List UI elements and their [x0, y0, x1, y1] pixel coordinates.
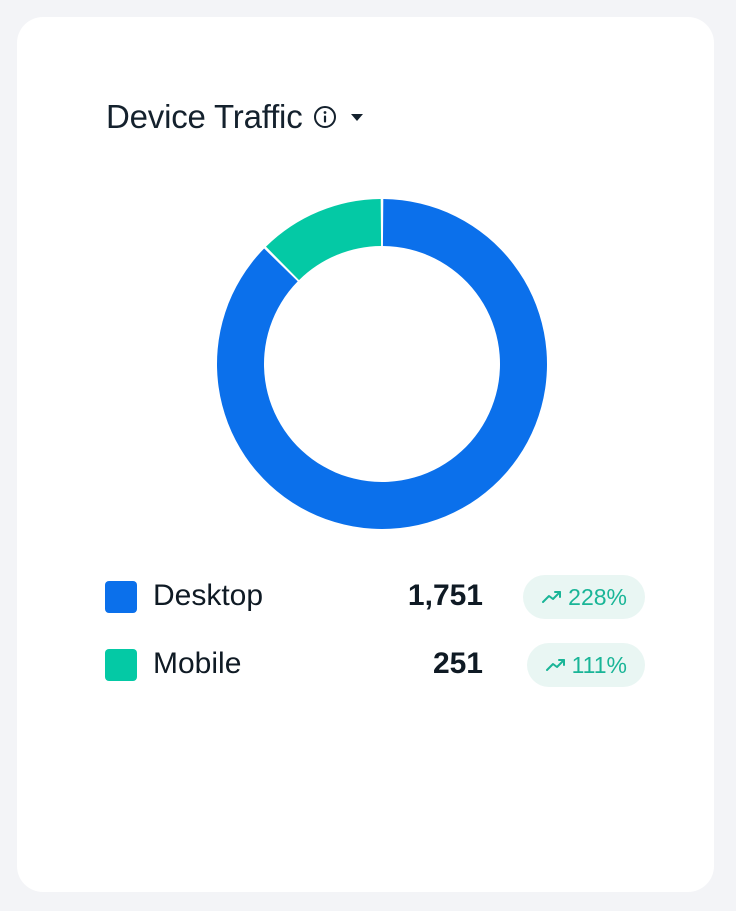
- donut-chart: [197, 179, 567, 549]
- legend-value: 251: [432, 647, 483, 680]
- card-header: Device Traffic: [106, 97, 365, 137]
- info-circle-icon[interactable]: [313, 105, 337, 129]
- legend-label: Mobile: [153, 647, 242, 680]
- card-title: Device Traffic: [106, 98, 303, 135]
- caret-down-icon[interactable]: [349, 109, 365, 125]
- legend: Desktop 1,751 228% Mobile 251: [105, 573, 645, 709]
- legend-row-desktop: Desktop 1,751 228%: [105, 573, 645, 619]
- trending-up-icon: [545, 657, 567, 673]
- change-percent: 228%: [568, 583, 627, 610]
- change-badge: 111%: [526, 643, 645, 687]
- change-percent: 111%: [571, 651, 627, 678]
- donut-slice-mobile[interactable]: [265, 199, 382, 281]
- legend-label: Desktop: [153, 579, 264, 612]
- donut-slice-desktop[interactable]: [217, 199, 547, 529]
- legend-swatch-mobile: [105, 649, 137, 681]
- legend-row-mobile: Mobile 251 111%: [105, 641, 645, 687]
- device-traffic-card: Device Traffic Desktop 1,751: [17, 17, 714, 892]
- change-badge: 228%: [523, 575, 645, 619]
- trending-up-icon: [541, 589, 563, 605]
- legend-value: 1,751: [407, 579, 483, 612]
- legend-swatch-desktop: [105, 581, 137, 613]
